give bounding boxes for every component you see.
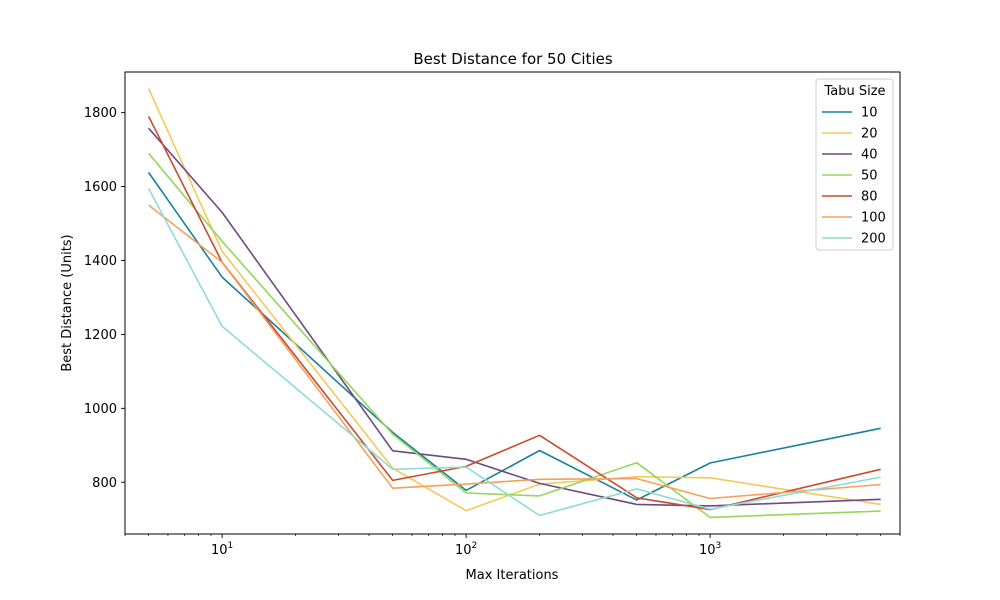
legend-label-200: 200 xyxy=(861,232,886,247)
y-tick-label: 1200 xyxy=(84,328,117,343)
chart-title: Best Distance for 50 Cities xyxy=(413,50,613,68)
series-line-100 xyxy=(148,204,881,500)
series-line-20 xyxy=(147,88,881,512)
legend-box xyxy=(815,78,894,251)
series-line-10 xyxy=(147,172,881,501)
y-tick-label: 1800 xyxy=(84,106,117,121)
legend-title: Tabu Size xyxy=(823,84,885,99)
legend-label-40: 40 xyxy=(861,148,878,163)
axes-frame xyxy=(124,71,901,535)
legend-label-50: 50 xyxy=(861,169,878,184)
y-axis-label: Best Distance (Units) xyxy=(60,234,75,371)
legend-label-20: 20 xyxy=(861,127,878,142)
x-tick-label: 101 xyxy=(211,541,233,558)
x-tick-label: 102 xyxy=(455,541,477,558)
legend-label-10: 10 xyxy=(861,106,878,121)
x-tick-label: 103 xyxy=(699,541,721,558)
legend-items: 10 20 40 50 80 100 200 xyxy=(822,106,886,247)
x-axis: 101 102 103 xyxy=(124,534,901,558)
y-tick-label: 1400 xyxy=(84,254,117,269)
legend-label-80: 80 xyxy=(861,190,878,205)
series-line-200 xyxy=(147,188,881,517)
legend-label-100: 100 xyxy=(861,211,886,226)
legend: Tabu Size 10 20 40 50 80 100 200 xyxy=(815,78,894,251)
y-tick-label: 1000 xyxy=(84,402,117,417)
y-tick-label: 800 xyxy=(92,476,117,491)
x-axis-label: Max Iterations xyxy=(466,568,559,583)
plot-area xyxy=(147,88,881,519)
y-tick-label: 1600 xyxy=(84,180,117,195)
y-axis: 800 1000 1200 1400 1600 1800 xyxy=(84,106,125,491)
